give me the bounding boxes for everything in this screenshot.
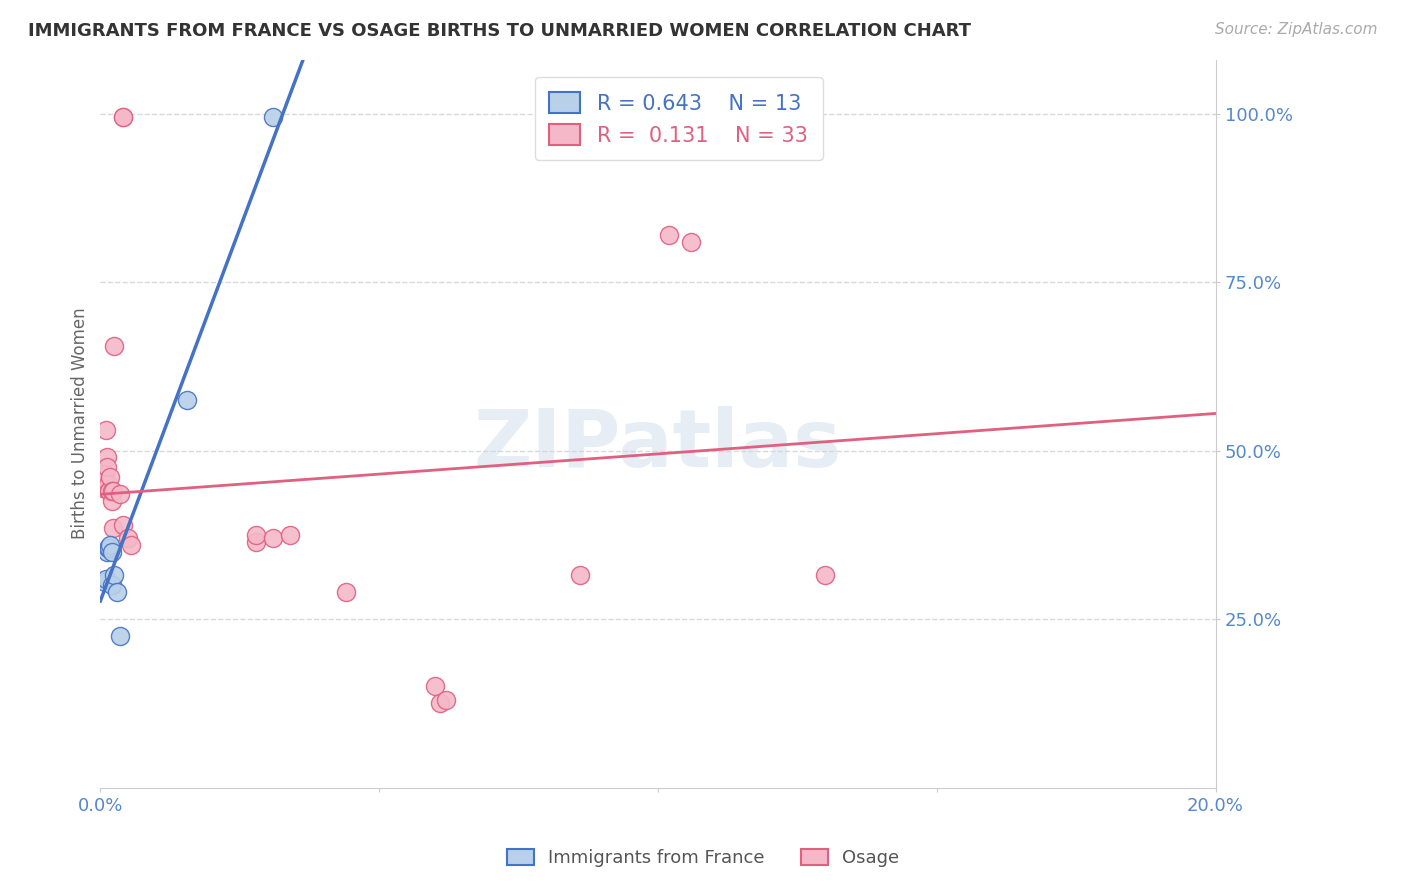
Point [658,227,681,242]
Point [681,235,703,249]
Point [94,423,117,437]
Point [96,450,118,465]
Point [335,585,357,599]
Text: IMMIGRANTS FROM FRANCE VS OSAGE BIRTHS TO UNMARRIED WOMEN CORRELATION CHART: IMMIGRANTS FROM FRANCE VS OSAGE BIRTHS T… [28,22,972,40]
Point [262,110,284,124]
Point [96,460,118,475]
Point [94,574,117,589]
Point [98,541,121,556]
Point [108,629,131,643]
Point [100,578,122,592]
Point [101,483,124,498]
Point [105,585,128,599]
Point [94,572,117,586]
Point [429,696,451,710]
Point [100,538,122,552]
Point [176,392,198,407]
Point [434,693,457,707]
Point [245,534,267,549]
Point [111,110,134,124]
Point [103,568,125,582]
Point [100,483,122,498]
Point [111,110,134,124]
Legend: Immigrants from France, Osage: Immigrants from France, Osage [499,841,907,874]
Point [278,528,301,542]
Point [117,531,139,545]
Point [97,477,120,491]
Point [97,483,120,498]
Point [262,531,284,545]
Point [120,538,142,552]
Point [111,517,134,532]
Y-axis label: Births to Unmarried Women: Births to Unmarried Women [72,308,89,540]
Point [101,521,124,535]
Text: Source: ZipAtlas.com: Source: ZipAtlas.com [1215,22,1378,37]
Point [96,544,118,558]
Point [91,481,114,495]
Point [94,467,117,482]
Point [814,568,837,582]
Point [98,483,121,498]
Point [108,487,131,501]
Point [103,339,125,353]
Point [568,568,591,582]
Point [423,680,446,694]
Point [98,470,121,484]
Point [94,474,117,488]
Point [97,541,120,556]
Point [100,494,122,508]
Legend: R = 0.643    N = 13, R =  0.131    N = 33: R = 0.643 N = 13, R = 0.131 N = 33 [534,78,823,161]
Point [245,528,267,542]
Text: ZIPatlas: ZIPatlas [474,407,842,484]
Point [100,544,122,558]
